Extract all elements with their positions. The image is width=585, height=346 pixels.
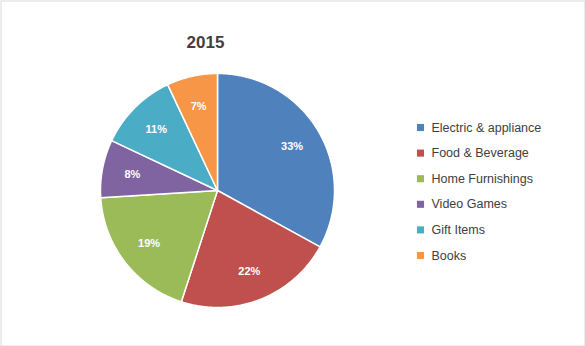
svg-text:19%: 19% bbox=[138, 237, 160, 249]
svg-text:7%: 7% bbox=[191, 100, 207, 112]
svg-text:Gift Items: Gift Items bbox=[432, 223, 485, 237]
svg-text:Video Games: Video Games bbox=[432, 197, 508, 211]
svg-text:Food & Beverage: Food & Beverage bbox=[432, 146, 529, 160]
svg-text:8%: 8% bbox=[125, 168, 141, 180]
svg-text:Books: Books bbox=[432, 249, 467, 263]
svg-text:22%: 22% bbox=[238, 265, 260, 277]
svg-text:11%: 11% bbox=[146, 123, 168, 135]
svg-text:33%: 33% bbox=[281, 140, 303, 152]
svg-text:Home Furnishings: Home Furnishings bbox=[432, 172, 533, 186]
svg-text:2015: 2015 bbox=[187, 33, 225, 52]
svg-text:Electric & appliance: Electric & appliance bbox=[432, 121, 542, 135]
